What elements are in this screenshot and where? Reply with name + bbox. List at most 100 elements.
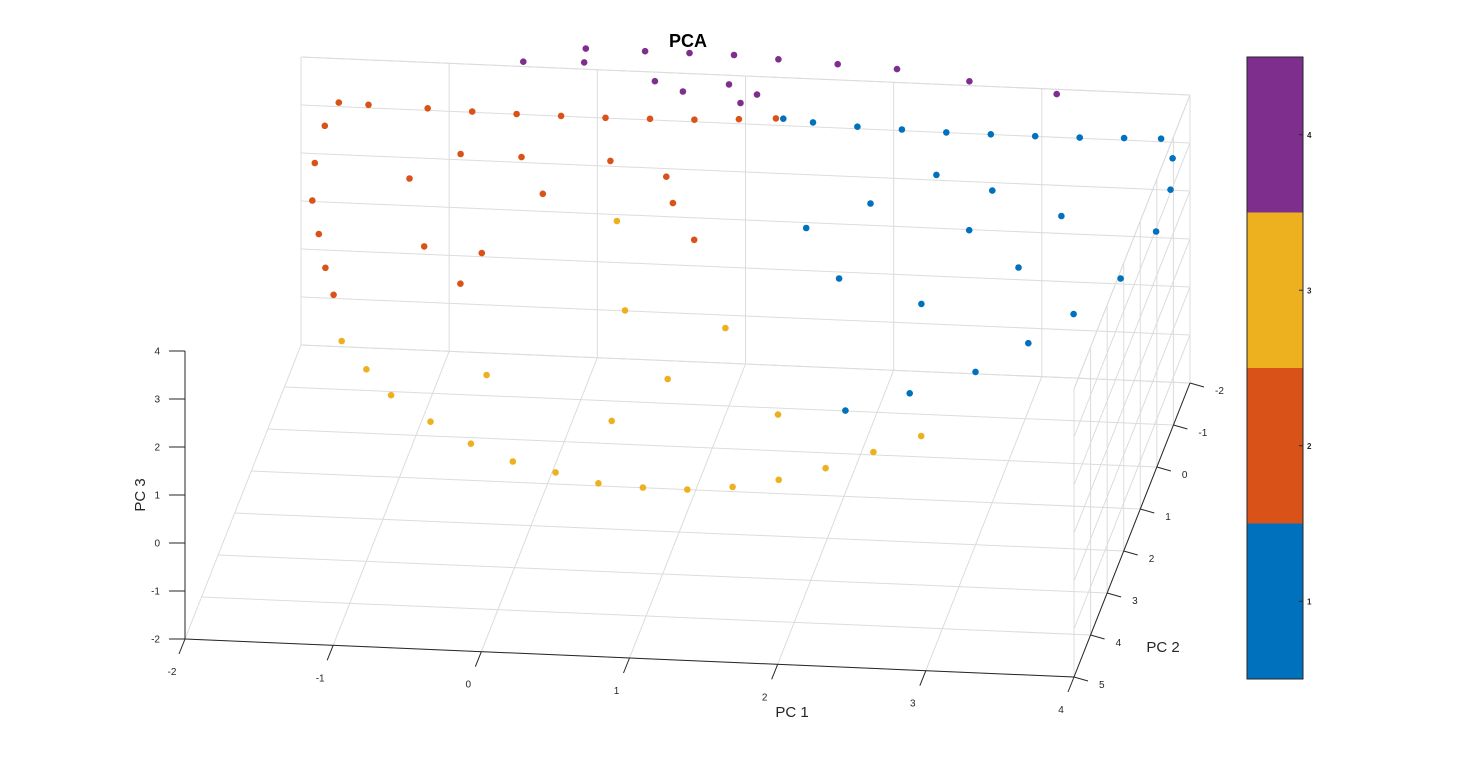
data-point-cluster-3 [722, 324, 729, 332]
grid-lines [184, 56, 1191, 678]
data-point-cluster-4 [966, 78, 973, 85]
z-axis-label: PC 3 [132, 478, 149, 511]
data-point-cluster-3 [684, 486, 691, 493]
data-point-cluster-1 [802, 224, 810, 232]
data-point-cluster-1 [1169, 155, 1176, 162]
grid-line [201, 596, 1091, 636]
data-point-cluster-2 [321, 122, 329, 130]
data-point-cluster-2 [330, 291, 337, 299]
data-point-cluster-1 [906, 390, 913, 397]
data-point-cluster-1 [1025, 339, 1032, 347]
y-tick-mark [1073, 676, 1089, 682]
data-point-cluster-1 [842, 407, 849, 414]
chart-title: PCA [669, 31, 707, 51]
data-point-cluster-1 [1076, 134, 1083, 141]
grid-line [332, 351, 450, 646]
data-point-cluster-1 [989, 187, 996, 194]
data-point-cluster-2 [646, 115, 654, 123]
grid-line [777, 370, 895, 665]
data-point-cluster-2 [669, 199, 677, 207]
colorbar-tick-label: 4 [1307, 131, 1312, 140]
colorbar-segment-3 [1247, 212, 1303, 368]
data-point-cluster-1 [933, 171, 940, 179]
data-point-cluster-1 [1031, 132, 1039, 140]
data-point-cluster-3 [338, 337, 346, 345]
data-point-cluster-3 [639, 484, 647, 491]
x-tick-mark [474, 651, 482, 667]
data-point-cluster-3 [621, 307, 629, 314]
grid-line [1073, 238, 1191, 534]
data-point-cluster-1 [1015, 264, 1022, 271]
data-point-cluster-2 [602, 114, 609, 122]
axes [169, 350, 1205, 693]
colorbar-segment-4 [1247, 57, 1303, 213]
data-point-cluster-1 [965, 226, 973, 234]
data-point-cluster-3 [483, 371, 490, 379]
data-point-cluster-3 [363, 366, 370, 373]
y-tick-mark [1123, 550, 1138, 556]
x-tick-mark [178, 638, 186, 655]
data-point-cluster-2 [424, 105, 432, 112]
x-tick-mark [1067, 676, 1075, 693]
y-tick-label: -2 [1215, 386, 1224, 397]
data-point-cluster-2 [518, 153, 525, 161]
data-point-cluster-2 [457, 150, 464, 158]
data-point-cluster-1 [780, 115, 787, 122]
grid-line [300, 296, 1191, 336]
x-tick-mark [771, 664, 779, 680]
data-point-cluster-1 [1058, 212, 1065, 220]
tick-labels: -2 -1 0 1 2 3 4 -2 -1 0 1 2 3 4 5 -2 -1 0 1 2 3 4 [151, 347, 1224, 717]
data-point-cluster-3 [774, 411, 782, 418]
data-point-cluster-2 [309, 197, 316, 204]
data-point-cluster-1 [972, 368, 979, 376]
x-tick-label: -1 [316, 673, 325, 684]
z-tick-label: -2 [151, 635, 160, 646]
grid-line [184, 344, 302, 640]
data-point-cluster-2 [772, 115, 780, 122]
z-tick-label: 0 [154, 539, 160, 550]
data-point-cluster-4 [520, 58, 527, 65]
data-point-cluster-4 [679, 88, 687, 95]
data-point-cluster-1 [1070, 310, 1077, 318]
data-point-cluster-1 [1157, 135, 1165, 142]
colorbar-segment-1 [1247, 523, 1303, 679]
grid-line [480, 357, 598, 652]
grid-line [1073, 286, 1191, 582]
data-point-cluster-2 [311, 159, 319, 167]
colorbar-tick-label: 3 [1307, 286, 1312, 295]
grid-line [218, 554, 1108, 594]
data-point-cluster-4 [775, 56, 782, 63]
data-point-cluster-2 [478, 249, 486, 257]
data-point-cluster-2 [663, 173, 670, 180]
z-tick-label: 3 [154, 395, 160, 406]
grid-line [1073, 190, 1191, 486]
data-point-cluster-1 [809, 119, 817, 126]
y-tick-mark [1173, 424, 1188, 430]
data-point-cluster-1 [898, 126, 906, 133]
y-tick-label: 1 [1165, 512, 1171, 523]
data-point-cluster-1 [1152, 228, 1160, 235]
data-point-cluster-3 [613, 217, 621, 225]
data-point-cluster-3 [552, 469, 559, 476]
data-point-cluster-4 [753, 91, 761, 98]
colorbar: 1 2 3 4 [1246, 56, 1312, 680]
grid-line [300, 104, 1191, 144]
data-point-cluster-2 [365, 101, 372, 109]
grid-line [300, 248, 1191, 288]
y-tick-label: 4 [1116, 638, 1122, 649]
data-point-cluster-1 [943, 129, 950, 136]
data-point-cluster-1 [987, 131, 995, 138]
grid-line [234, 512, 1124, 552]
data-point-cluster-2 [557, 112, 565, 120]
data-point-cluster-3 [664, 375, 671, 383]
grid-line [1073, 334, 1191, 630]
data-point-cluster-1 [835, 275, 843, 282]
grid-line [267, 428, 1157, 468]
y-axis-label: PC 2 [1146, 639, 1179, 656]
x-tick-mark [623, 657, 630, 674]
data-point-cluster-3 [729, 483, 736, 491]
y-tick-label: -1 [1198, 428, 1207, 439]
colorbar-tick-label: 1 [1307, 597, 1312, 606]
data-point-cluster-3 [870, 448, 877, 456]
